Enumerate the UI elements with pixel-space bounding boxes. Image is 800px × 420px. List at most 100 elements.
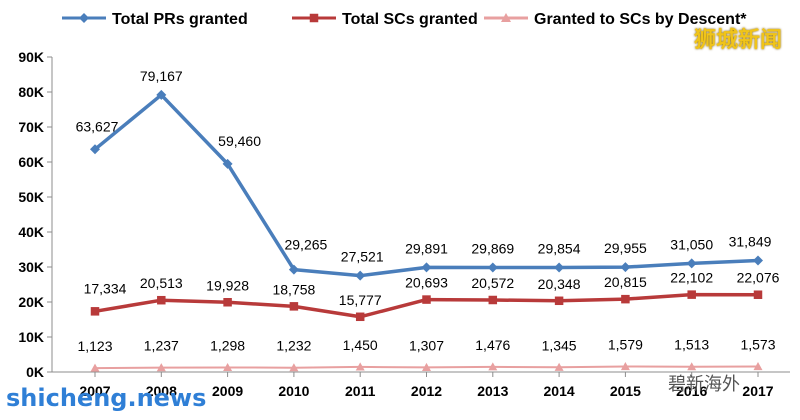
- data-label: 1,345: [542, 337, 577, 353]
- x-tick-label: 2012: [411, 383, 442, 399]
- watermark-top-right: 狮城新闻: [693, 28, 782, 53]
- axes: 0K 10K 20K 30K 40K 50K 60K 70K 80K 90K 2007 2008 200…: [18, 49, 790, 399]
- data-point: [223, 298, 232, 307]
- legend-label: Total PRs granted: [112, 11, 248, 28]
- data-point: [90, 363, 100, 372]
- data-point: [222, 158, 233, 169]
- data-label: 18,758: [272, 281, 315, 297]
- data-label: 15,777: [339, 292, 382, 308]
- data-label: 29,265: [284, 237, 327, 253]
- legend-marker: [79, 13, 89, 23]
- data-label: 20,572: [471, 275, 514, 291]
- data-label: 20,348: [538, 276, 581, 292]
- watermark-bottom-left: shicheng.news: [6, 384, 207, 412]
- x-tick-label: 2011: [345, 383, 376, 399]
- data-point: [422, 295, 431, 304]
- data-point: [554, 296, 564, 306]
- y-tick-label: 10K: [18, 329, 44, 345]
- data-point: [223, 362, 233, 372]
- data-point: [687, 362, 697, 371]
- data-point: [554, 362, 564, 371]
- data-label: 1,298: [210, 337, 245, 353]
- data-point: [157, 295, 166, 305]
- y-tick-label: 90K: [18, 49, 44, 65]
- data-labels: 63,627 79,167 59,460 29,265 27,521 29,891 29,8…: [76, 68, 780, 354]
- data-label: 63,627: [76, 118, 119, 134]
- data-label: 1,513: [674, 337, 709, 353]
- data-label: 29,891: [405, 240, 448, 256]
- data-point: [621, 294, 630, 304]
- data-point: [620, 361, 630, 371]
- x-tick-label: 2016: [676, 383, 707, 399]
- data-point: [156, 89, 167, 100]
- data-point: [620, 262, 631, 273]
- y-tick-label: 60K: [18, 154, 44, 170]
- x-tick-label: 2007: [79, 383, 110, 399]
- data-label: 19,928: [206, 277, 249, 293]
- legend-label: Granted to SCs by Descent*: [534, 11, 747, 28]
- x-tick-label: 2014: [544, 383, 575, 399]
- data-point: [355, 270, 366, 281]
- legend: Total PRs granted Total SCs granted Grante…: [62, 11, 747, 28]
- x-tick-label: 2009: [212, 383, 243, 399]
- y-tick-label: 30K: [18, 259, 44, 275]
- y-tick-label: 70K: [18, 119, 44, 135]
- data-label: 59,460: [218, 133, 261, 149]
- data-point: [90, 144, 100, 155]
- data-label: 1,123: [77, 338, 112, 354]
- data-point: [156, 363, 166, 372]
- data-label: 1,573: [740, 336, 775, 352]
- data-point: [753, 255, 763, 266]
- data-label: 1,579: [608, 336, 643, 352]
- data-label: 20,815: [604, 274, 647, 290]
- y-tick-label: 0K: [26, 364, 44, 380]
- data-label: 1,237: [144, 338, 179, 354]
- data-label: 29,854: [538, 241, 581, 257]
- data-markers: [90, 89, 763, 372]
- x-tick-label: 2013: [477, 383, 508, 399]
- data-label: 22,076: [737, 270, 780, 286]
- data-label: 79,167: [140, 68, 183, 84]
- data-label: 31,050: [670, 236, 713, 252]
- data-point: [422, 362, 431, 372]
- data-point: [686, 258, 697, 269]
- data-label: 22,102: [670, 270, 713, 286]
- x-tick-label: 2008: [146, 383, 177, 399]
- data-point: [289, 302, 299, 311]
- x-tick-label: 2015: [610, 383, 641, 399]
- legend-label: Total SCs granted: [342, 11, 478, 28]
- y-tick-label: 50K: [18, 189, 44, 205]
- data-point: [487, 262, 498, 273]
- series-lines: [93, 93, 759, 370]
- data-label: 1,232: [276, 338, 311, 354]
- data-point: [753, 290, 763, 299]
- data-point: [488, 362, 498, 371]
- y-tick-label: 20K: [18, 294, 44, 310]
- data-label: 31,849: [729, 234, 772, 250]
- data-point: [488, 295, 498, 305]
- data-label: 1,476: [475, 337, 510, 353]
- y-tick-label: 80K: [18, 84, 44, 100]
- data-label: 1,450: [343, 337, 378, 353]
- data-label: 29,869: [471, 240, 514, 256]
- data-label: 20,513: [140, 275, 183, 291]
- data-point: [289, 363, 299, 372]
- data-point: [421, 262, 432, 273]
- watermark-bottom-right: 碧新海外: [668, 374, 740, 395]
- x-tick-label: 2017: [742, 383, 773, 399]
- data-point: [90, 307, 100, 316]
- data-point: [355, 362, 365, 371]
- legend-marker: [309, 13, 319, 23]
- data-point: [554, 262, 565, 273]
- data-point: [355, 312, 365, 322]
- data-label: 1,307: [409, 337, 444, 353]
- data-label: 20,693: [405, 275, 448, 291]
- y-tick-label: 40K: [18, 224, 44, 240]
- data-label: 17,334: [84, 280, 127, 296]
- data-label: 27,521: [341, 249, 384, 265]
- data-point: [288, 264, 299, 275]
- data-point: [753, 361, 763, 371]
- x-tick-label: 2010: [278, 383, 309, 399]
- data-point: [687, 290, 696, 299]
